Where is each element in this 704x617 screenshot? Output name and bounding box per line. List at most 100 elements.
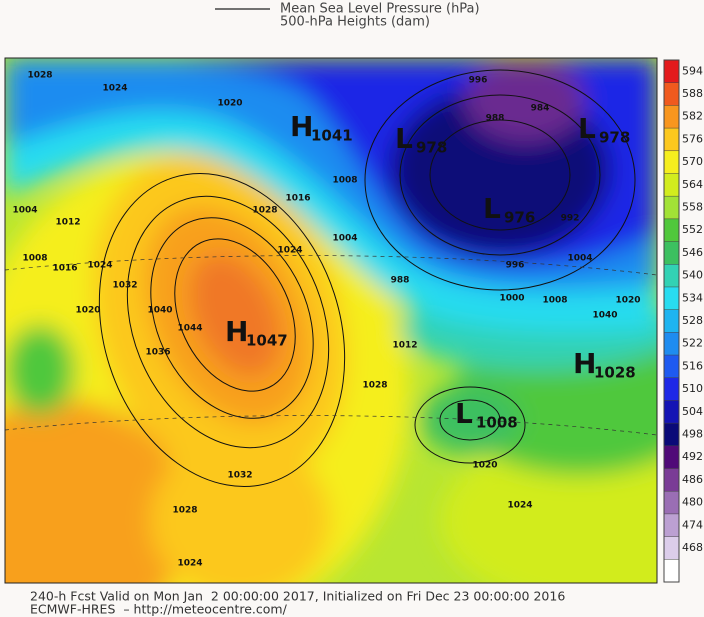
colorbar-segment: [664, 513, 679, 538]
isobar-label: 1040: [592, 311, 617, 321]
colorbar-segment: [664, 355, 679, 379]
colorbar-label: 552: [682, 223, 703, 236]
colorbar-frame: [663, 59, 680, 583]
colorbar-label: 558: [682, 201, 703, 214]
colorbar-segment: [664, 286, 679, 311]
footer-text: 240-h Fcst Valid on Mon Jan 2 00:00:00 2…: [30, 589, 565, 604]
isobar-label: 996: [469, 76, 488, 86]
colorbar-label: 576: [682, 132, 703, 145]
colorbar-segment: [664, 423, 679, 447]
isobar-label: 1024: [87, 261, 112, 271]
isobar-label: 1012: [55, 218, 80, 228]
isobar-label: 1028: [27, 71, 52, 81]
isobar-label: 1024: [507, 501, 532, 511]
colorbar-label: 486: [682, 473, 703, 486]
isobar-label: 1040: [147, 306, 172, 316]
colorbar-label: 474: [682, 518, 703, 531]
colorbar-segment: [664, 82, 679, 106]
colorbar-segment: [664, 445, 679, 470]
colorbar-segment: [664, 218, 679, 243]
map-frame: [4, 57, 658, 584]
colorbar-label: 498: [682, 427, 703, 440]
colorbar-label: 516: [682, 359, 703, 372]
colorbar-segment: [664, 491, 679, 515]
footer-text: ECMWF-HRES – http://meteocentre.com/: [30, 602, 288, 617]
colorbar-segment: [664, 105, 679, 129]
isobar-label: 984: [531, 104, 550, 114]
colorbar-segment: [664, 377, 679, 401]
colorbar-segment: [664, 264, 679, 288]
isobar-label: 1016: [52, 264, 77, 274]
isobar-label: 1020: [615, 296, 640, 306]
center-value: 1008: [476, 414, 518, 432]
legend-text: Mean Sea Level Pressure (hPa): [280, 2, 480, 17]
center-letter: L: [455, 397, 473, 430]
isobar-label: 1020: [75, 306, 100, 316]
colorbar-segment: [664, 60, 679, 84]
isobar-label: 1000: [499, 294, 524, 304]
center-value: 978: [599, 129, 630, 147]
isobar-label: 1028: [362, 381, 387, 391]
colorbar-segment: [664, 468, 679, 492]
colorbar-label: 522: [682, 337, 703, 350]
center-value: 1028: [594, 364, 636, 382]
colorbar-segment: [664, 559, 679, 583]
isobar-label: 1024: [277, 246, 302, 256]
isobar-label: 1012: [392, 341, 417, 351]
map-field: [5, 58, 657, 583]
colorbar-label: 492: [682, 450, 703, 463]
colorbar-label: 480: [682, 496, 703, 509]
colorbar-segment: [664, 196, 679, 220]
isobar-label: 1008: [542, 296, 567, 306]
isobar-label: 1044: [177, 324, 202, 334]
isobar-label: 1024: [102, 84, 127, 94]
colorbar-label: 594: [682, 64, 703, 77]
colorbar-label: 528: [682, 314, 703, 327]
isobar-label: 988: [391, 276, 410, 286]
isobar-label: 1020: [217, 99, 242, 109]
center-letter: H: [225, 315, 248, 348]
center-value: 976: [504, 209, 535, 227]
colorbar-label: 534: [682, 291, 703, 304]
isobar-label: 1004: [567, 254, 592, 264]
colorbar-segment: [664, 400, 679, 424]
colorbar-label: 510: [682, 382, 703, 395]
isobar-label: 1032: [227, 471, 252, 481]
center-value: 978: [416, 139, 447, 157]
colorbar-label: 570: [682, 155, 703, 168]
colorbar-segment: [664, 150, 679, 174]
colorbar-label: 540: [682, 269, 703, 282]
colorbar-label: 582: [682, 110, 703, 123]
isobar-label: 1036: [145, 348, 170, 358]
colorbar-label: 546: [682, 246, 703, 259]
colorbar-segment: [664, 332, 679, 356]
colorbar-label: 564: [682, 178, 703, 191]
legend-text: 500-hPa Heights (dam): [280, 15, 430, 30]
isobar-label: 988: [486, 114, 505, 124]
center-letter: H: [573, 347, 596, 380]
center-letter: H: [290, 110, 313, 143]
colorbar-segment: [664, 128, 679, 152]
center-letter: L: [395, 122, 413, 155]
center-letter: L: [578, 112, 596, 145]
colorbar-label: 468: [682, 541, 703, 554]
colorbar-segment: [664, 309, 679, 333]
isobar-label: 1024: [177, 559, 202, 569]
isobar-label: 1004: [12, 206, 37, 216]
isobar-label: 1016: [285, 194, 310, 204]
isobar-label: 1004: [332, 234, 357, 244]
colorbar-segment: [664, 536, 679, 560]
isobar-label: 1028: [172, 506, 197, 516]
colorbar-label: 588: [682, 87, 703, 100]
isobar-label: 992: [561, 214, 580, 224]
center-value: 1041: [311, 127, 353, 145]
isobar-label: 1008: [22, 254, 47, 264]
isobar-label: 1020: [472, 461, 497, 471]
center-letter: L: [483, 192, 501, 225]
colorbar-segment: [664, 173, 679, 197]
isobar-label: 1032: [112, 281, 137, 291]
isobar-label: 996: [506, 261, 525, 271]
center-value: 1047: [246, 332, 288, 350]
